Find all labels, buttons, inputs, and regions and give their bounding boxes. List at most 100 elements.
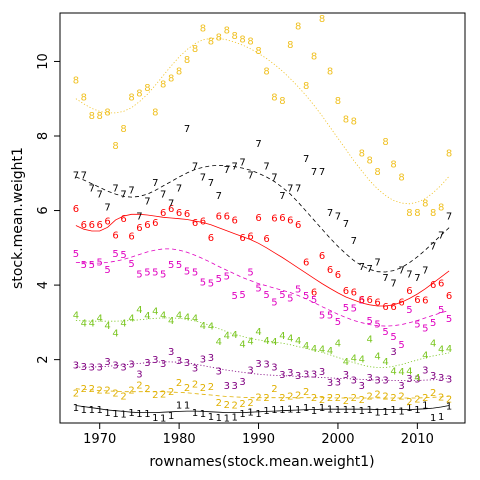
data-point-series-1: 1: [374, 407, 380, 418]
data-point-series-8: 8: [263, 66, 269, 77]
data-point-series-2: 2: [208, 382, 214, 393]
data-point-series-7: 7: [192, 161, 198, 172]
data-point-series-8: 8: [414, 208, 420, 219]
data-point-series-3: 3: [414, 375, 420, 386]
data-point-series-8: 8: [104, 107, 110, 118]
data-point-series-5: 5: [112, 249, 118, 260]
data-point-series-8: 8: [128, 92, 134, 103]
data-point-series-7: 7: [89, 184, 95, 195]
data-point-series-1: 1: [359, 406, 365, 417]
data-point-series-8: 8: [247, 37, 253, 48]
data-point-series-6: 6: [112, 230, 118, 241]
data-point-series-2: 2: [374, 389, 380, 400]
plot-frame: [59, 12, 466, 424]
data-point-series-7: 7: [239, 158, 245, 169]
y-axis-title: stock.mean.weight1: [10, 147, 26, 289]
data-point-series-8: 8: [192, 44, 198, 55]
data-point-series-6: 6: [359, 295, 365, 306]
data-point-series-3: 3: [295, 371, 301, 382]
data-point-series-8: 8: [224, 25, 230, 36]
data-point-series-8: 8: [430, 208, 436, 219]
data-point-series-3: 3: [89, 363, 95, 374]
data-point-series-2: 2: [239, 399, 245, 410]
data-point-series-5: 5: [224, 271, 230, 282]
data-point-series-2: 2: [327, 393, 333, 404]
data-point-series-5: 5: [303, 291, 309, 302]
data-point-series-6: 6: [200, 217, 206, 228]
data-point-series-6: 6: [89, 220, 95, 231]
data-point-series-6: 6: [168, 204, 174, 215]
data-point-series-8: 8: [422, 199, 428, 210]
data-point-series-2: 2: [279, 393, 285, 404]
data-point-series-4: 4: [239, 340, 245, 351]
data-point-series-3: 3: [351, 376, 357, 387]
data-point-series-7: 7: [438, 230, 444, 241]
data-point-series-2: 2: [303, 387, 309, 398]
data-point-series-4: 4: [327, 346, 333, 357]
smooth-line-series-1: [75, 405, 450, 413]
data-point-series-6: 6: [327, 265, 333, 276]
data-point-series-5: 5: [271, 297, 277, 308]
data-point-series-4: 4: [390, 366, 396, 377]
x-tick-label: 2010: [401, 432, 434, 447]
data-point-series-1: 1: [319, 403, 325, 414]
data-point-series-8: 8: [144, 83, 150, 94]
data-point-series-2: 2: [263, 393, 269, 404]
data-point-series-3: 3: [335, 378, 341, 389]
y-tick-label: 10: [36, 53, 51, 70]
data-point-series-4: 4: [104, 321, 110, 332]
data-point-series-2: 2: [390, 393, 396, 404]
data-point-series-1: 1: [239, 409, 245, 420]
data-point-series-4: 4: [247, 337, 253, 348]
data-point-series-5: 5: [295, 284, 301, 295]
data-point-series-6: 6: [351, 287, 357, 298]
data-point-series-8: 8: [216, 33, 222, 44]
data-point-series-8: 8: [374, 167, 380, 178]
data-point-series-5: 5: [176, 260, 182, 271]
data-point-series-2: 2: [414, 394, 420, 405]
y-tick-label: 8: [36, 132, 51, 140]
data-point-series-4: 4: [81, 319, 87, 330]
data-point-series-6: 6: [232, 215, 238, 226]
data-point-series-5: 5: [184, 266, 190, 277]
data-point-series-2: 2: [247, 398, 253, 409]
data-point-series-7: 7: [104, 202, 110, 213]
data-point-series-1: 1: [89, 405, 95, 416]
data-point-series-3: 3: [255, 359, 261, 370]
data-point-series-7: 7: [120, 189, 126, 200]
data-point-series-3: 3: [303, 369, 309, 380]
data-point-series-1: 1: [192, 408, 198, 419]
data-point-series-4: 4: [438, 345, 444, 356]
data-point-series-1: 1: [120, 410, 126, 421]
data-point-series-6: 6: [128, 231, 134, 242]
data-point-series-6: 6: [81, 220, 87, 231]
data-point-series-2: 2: [430, 388, 436, 399]
data-point-series-8: 8: [81, 92, 87, 103]
data-point-series-2: 2: [311, 393, 317, 404]
data-point-series-5: 5: [128, 259, 134, 270]
data-point-series-3: 3: [247, 366, 253, 377]
data-point-series-5: 5: [327, 310, 333, 321]
smooth-line-series-5: [75, 248, 450, 327]
data-point-series-7: 7: [128, 186, 134, 197]
data-point-series-6: 6: [255, 213, 261, 224]
data-point-series-3: 3: [200, 354, 206, 365]
data-point-series-8: 8: [359, 148, 365, 159]
data-point-series-6: 6: [73, 204, 79, 215]
smooth-line-series-6: [75, 213, 450, 307]
data-point-series-2: 2: [224, 400, 230, 411]
data-point-series-1: 1: [255, 409, 261, 420]
data-point-series-7: 7: [263, 161, 269, 172]
data-point-series-5: 5: [73, 249, 79, 260]
data-point-series-7: 7: [136, 212, 142, 223]
data-point-series-5: 5: [247, 268, 253, 279]
data-point-series-4: 4: [382, 357, 388, 368]
data-point-series-4: 4: [176, 310, 182, 321]
data-point-series-5: 5: [359, 296, 365, 307]
data-point-series-3: 3: [73, 361, 79, 372]
data-point-series-1: 1: [279, 405, 285, 416]
data-point-series-1: 1: [247, 408, 253, 419]
data-point-series-2: 2: [128, 386, 134, 397]
data-point-series-5: 5: [97, 258, 103, 269]
